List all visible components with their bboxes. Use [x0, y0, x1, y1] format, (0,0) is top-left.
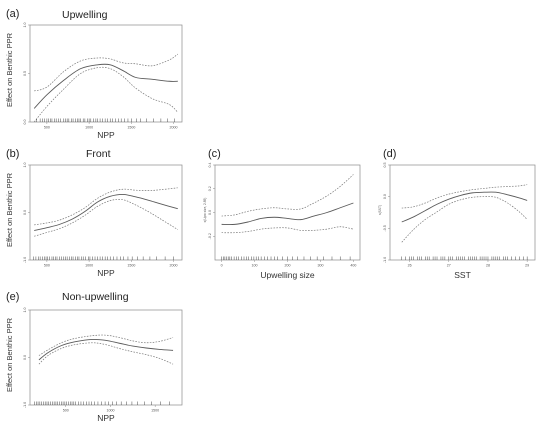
- x-tick-label: 28: [486, 264, 490, 268]
- panel-d: (d) -1.0 -0.5 0.0 0.5 26 27 28 29 SST s(SST): [378, 148, 536, 280]
- panel-title: Non-upwelling: [62, 291, 129, 303]
- y-tick-label: 0.0: [383, 194, 387, 199]
- panel-letter: (d): [383, 148, 396, 160]
- y-tick-label: 0.5: [383, 163, 387, 168]
- y-tick-label: 0.2: [208, 186, 212, 191]
- x-tick-label: 27: [447, 264, 451, 268]
- x-axis-label: SST: [454, 270, 471, 280]
- y-tick-label: 0.5: [23, 71, 27, 76]
- y-tick-label: 1.0: [23, 163, 27, 168]
- plot-frame: [29, 309, 183, 406]
- panel-letter: (a): [6, 8, 19, 20]
- x-tick-label: 1000: [106, 409, 114, 413]
- fitted-smooth-line: [221, 202, 354, 226]
- panel-b: (b) Front -1.0 0.0 1.0 500 1000 1500 2000 NPP Effe…: [5, 148, 183, 278]
- upper-confidence-band: [34, 187, 178, 226]
- plot-frame: [389, 164, 536, 261]
- panel-e: (e) Non-upwelling -1.0 0.0 1.0 500 1000 1500 NPP…: [5, 291, 183, 423]
- fitted-smooth-line: [33, 63, 178, 109]
- x-tick-label: 26: [408, 264, 412, 268]
- y-axis-label: Effect on Benthic PPR: [5, 172, 14, 247]
- x-tick-label: 500: [63, 409, 69, 413]
- x-tick-label: 1000: [85, 264, 93, 268]
- x-tick-label: 29: [525, 264, 529, 268]
- fitted-smooth-line: [34, 193, 178, 231]
- panel-title: Upwelling: [62, 9, 108, 21]
- x-tick-label: 1000: [85, 126, 93, 130]
- x-tick-label: 500: [44, 126, 50, 130]
- x-tick-label: 1500: [127, 264, 135, 268]
- x-tick-label: 1500: [151, 409, 159, 413]
- y-tick-label: -1.0: [23, 257, 27, 263]
- panel-letter: (c): [208, 148, 221, 160]
- y-tick-label: 1.0: [23, 23, 27, 28]
- fitted-smooth-line: [401, 191, 528, 223]
- y-axis-label: Effect on Benthic PPR: [5, 32, 14, 107]
- y-axis-label: s(Upw size, 2.85): [203, 198, 207, 223]
- fitted-smooth-line: [38, 338, 174, 361]
- y-tick-label: 0.0: [23, 120, 27, 125]
- lower-confidence-band: [38, 342, 174, 365]
- lower-confidence-band: [221, 226, 354, 234]
- x-tick-label: 200: [285, 264, 291, 268]
- x-axis-label: NPP: [97, 268, 115, 278]
- x-tick-label: 0: [221, 264, 223, 268]
- x-axis-label: Upwelling size: [260, 270, 315, 280]
- upper-confidence-band: [221, 174, 354, 217]
- x-tick-label: 2000: [170, 264, 178, 268]
- x-tick-label: 1500: [127, 126, 135, 130]
- panel-letter: (b): [6, 148, 19, 160]
- y-tick-label: 0.0: [23, 355, 27, 360]
- y-tick-label: -0.5: [383, 225, 387, 231]
- panel-letter: (e): [6, 291, 19, 303]
- x-axis-label: NPP: [97, 413, 115, 423]
- lower-confidence-band: [34, 199, 178, 237]
- y-tick-label: 0.0: [208, 210, 212, 215]
- plot-frame: [214, 164, 361, 261]
- x-tick-label: 2000: [170, 126, 178, 130]
- panel-c: (c) -0.2 0.0 0.2 0.4 0 100 200 300 400 Upwelling s…: [203, 148, 361, 280]
- y-tick-label: -1.0: [383, 257, 387, 263]
- plot-frame: [29, 164, 183, 261]
- x-axis-label: NPP: [97, 130, 115, 140]
- lower-confidence-band: [401, 196, 528, 243]
- upper-confidence-band: [38, 334, 174, 356]
- x-tick-label: 400: [350, 264, 356, 268]
- y-tick-label: -0.2: [208, 233, 212, 239]
- panel-title: Front: [86, 148, 111, 160]
- plot-frame: [29, 24, 183, 123]
- y-tick-label: -1.0: [23, 402, 27, 408]
- upper-confidence-band: [34, 53, 178, 92]
- panel-a: (a) Upwelling 0.0 0.5 1.0 500 1000 1500 2000 NPP E…: [5, 8, 183, 140]
- lower-confidence-band: [33, 66, 179, 122]
- x-tick-label: 500: [44, 264, 50, 268]
- upper-confidence-band: [401, 184, 528, 209]
- y-axis-label: s(SST): [378, 205, 382, 215]
- x-tick-label: 300: [317, 264, 323, 268]
- y-tick-label: 0.4: [208, 163, 212, 168]
- y-tick-label: 1.0: [23, 308, 27, 313]
- x-tick-label: 100: [252, 264, 258, 268]
- y-axis-label: Effect on Benthic PPR: [5, 317, 14, 392]
- y-tick-label: 0.0: [23, 210, 27, 215]
